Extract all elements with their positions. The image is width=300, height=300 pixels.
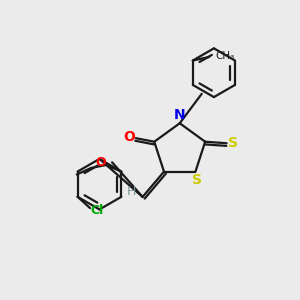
Text: Cl: Cl xyxy=(90,204,103,217)
Text: N: N xyxy=(173,108,185,122)
Text: O: O xyxy=(123,130,135,144)
Text: O: O xyxy=(95,155,106,169)
Text: H: H xyxy=(127,185,136,198)
Text: S: S xyxy=(192,173,202,187)
Text: S: S xyxy=(228,136,238,150)
Text: CH₃: CH₃ xyxy=(216,51,235,61)
